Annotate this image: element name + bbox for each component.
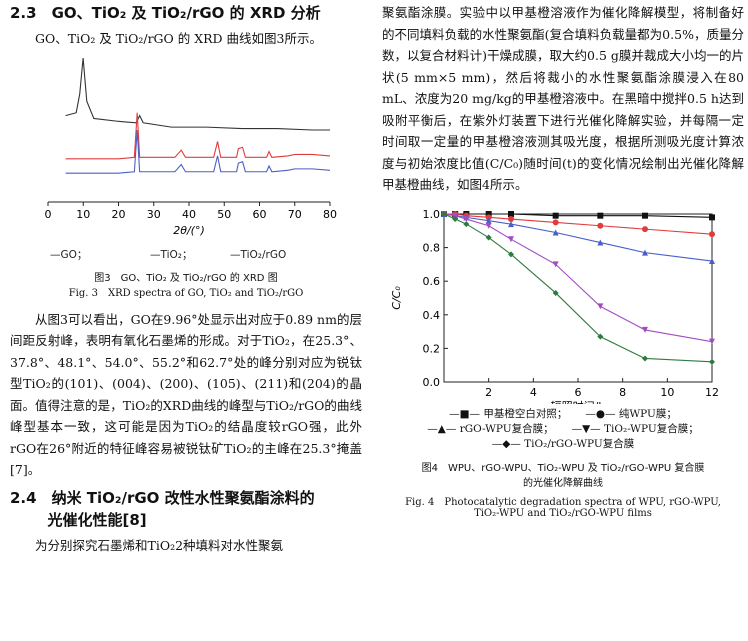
- fig4-y-tick-label: 0.2: [423, 342, 441, 355]
- fig4-point: [463, 215, 470, 222]
- fig4-point: [597, 239, 604, 246]
- fig3-series-line: [65, 129, 331, 174]
- left-column: 2.3 GO、TiO₂ 及 TiO₂/rGO 的 XRD 分析 GO、TiO₂ …: [10, 0, 362, 556]
- fig4-point: [485, 217, 492, 224]
- fig4-point: [508, 215, 514, 222]
- fig3-x-tick-label: 80: [323, 208, 337, 221]
- fig4-caption-cn-line2: 的光催化降解曲线: [523, 477, 603, 489]
- fig3-x-tick-label: 10: [76, 208, 90, 221]
- fig4-point: [552, 289, 559, 296]
- fig4-legend-item: —▲— rGO-WPU复合膜；: [427, 422, 554, 435]
- fig4-x-axis-label: 辐照时间/h: [551, 399, 606, 404]
- fig4-y-tick-label: 0.8: [423, 241, 441, 254]
- fig4-point: [485, 210, 492, 217]
- fig4-caption-en-line1: Fig. 4 Photocatalytic degradation spectr…: [405, 496, 721, 508]
- fig4-point: [709, 338, 715, 345]
- fig4-caption-cn-line1: 图4 WPU、rGO-WPU、TiO₂-WPU 及 TiO₂/rGO-WPU 复…: [421, 462, 705, 474]
- fig4-plot-frame: [443, 213, 713, 382]
- fig4-legend-row: —▲— rGO-WPU复合膜； —▼— TiO₂-WPU复合膜；: [382, 421, 744, 436]
- fig3-caption-en: Fig. 3 XRD spectra of GO, TiO₂ and TiO₂/…: [68, 287, 304, 299]
- fig4-point: [642, 326, 648, 333]
- fig4-point: [452, 212, 459, 219]
- fig4-point: [552, 228, 559, 235]
- fig4-x-tick-label: 10: [660, 386, 674, 399]
- fig4-point: [642, 249, 648, 256]
- fig4-legend-row: —◆— TiO₂/rGO-WPU复合膜: [382, 436, 744, 451]
- fig3-x-tick-label: 50: [217, 208, 231, 221]
- fig4-y-tick-label: 0.6: [423, 275, 441, 288]
- fig3-legend-item: —TiO₂；: [150, 249, 192, 261]
- section-2-3-intro: GO、TiO₂ 及 TiO₂/rGO 的 XRD 曲线如图3所示。: [35, 31, 322, 46]
- fig4-y-axis-label: C/C₀: [390, 285, 403, 309]
- fig4-point: [508, 235, 514, 242]
- fig4-point: [597, 212, 604, 219]
- fig4-point: [485, 222, 492, 229]
- fig3-x-tick-label: 70: [288, 208, 302, 221]
- fig4-point: [709, 257, 715, 264]
- fig4-point: [508, 250, 514, 257]
- fig4-series-line: [443, 212, 713, 342]
- fig4-point: [441, 210, 447, 217]
- fig4-x-tick-label: 12: [705, 386, 719, 399]
- fig4-degradation-chart: 2 4 6 8 10 12 0.0 0.2 0.4 0.6 0.8 1.0 辐照时间/h C/C₀: [390, 208, 719, 404]
- fig3-x-tick-label: 40: [182, 208, 196, 221]
- fig4-x-tick-label: 4: [530, 386, 537, 399]
- paragraph-xrd-analysis: 从图3可以看出，GO在9.96°处显示出对应于0.89 nm的层间距反射峰，表明…: [10, 311, 362, 478]
- fig4-series-line: [443, 212, 713, 362]
- paragraph-start: 为分别探究石墨烯和TiO₂2种填料对水性聚氨: [35, 537, 284, 553]
- fig4-point: [642, 212, 648, 219]
- fig4-point: [709, 358, 715, 365]
- fig4-point: [709, 213, 715, 220]
- section-2-3-title: 2.3 GO、TiO₂ 及 TiO₂/rGO 的 XRD 分析: [10, 4, 321, 22]
- fig4-point: [508, 220, 514, 227]
- fig4-legend: —■— 甲基橙空白对照； —●— 纯WPU膜； —▲— rGO-WPU复合膜； —▼—…: [382, 406, 744, 451]
- fig4-y-tick-label: 0.4: [423, 308, 441, 321]
- fig3-x-tick-label: 60: [253, 208, 267, 221]
- fig4-point: [642, 354, 648, 361]
- fig4-point: [709, 230, 715, 237]
- fig4-x-tick-label: 8: [619, 386, 626, 399]
- fig4-legend-item: —■— 甲基橙空白对照；: [449, 407, 568, 420]
- fig4-legend-item: —◆— TiO₂/rGO-WPU复合膜: [491, 437, 635, 450]
- fig3-x-tick-label: 0: [45, 208, 52, 221]
- fig3-xrd-chart: 0 10 20 30 40 50 60 70 80 2θ/(°) —GO； —TiO₂； —TiO₂/r…: [45, 57, 337, 261]
- fig3-x-tick-label: 30: [147, 208, 161, 221]
- fig3-x-axis-label: 2θ/(°): [173, 224, 205, 237]
- fig4-point: [463, 220, 470, 227]
- fig4-legend-item: —▼— TiO₂-WPU复合膜；: [571, 422, 699, 435]
- fig4-point: [597, 333, 604, 340]
- fig4-legend-row: —■— 甲基橙空白对照； —●— 纯WPU膜；: [382, 406, 744, 421]
- paragraph-experiment: 聚氨酯涂膜。实验中以甲基橙溶液作为催化降解模型，将制备好的不同填料负载的水性聚氨…: [382, 5, 744, 192]
- fig4-y-tick-label: 1.0: [423, 208, 441, 221]
- fig4-point: [552, 218, 559, 225]
- fig4-point: [597, 302, 604, 309]
- fig4-legend-item: —●— 纯WPU膜；: [585, 407, 677, 420]
- fig4-point: [552, 212, 559, 219]
- right-column: 聚氨酯涂膜。实验中以甲基橙溶液作为催化降解模型，将制备好的不同填料负载的水性聚氨…: [382, 0, 744, 519]
- fig3-series-line: [65, 112, 331, 159]
- fig4-point: [552, 260, 559, 267]
- section-2-4-title-line1: 2.4 纳米 TiO₂/rGO 改性水性聚氨酯涂料的: [10, 488, 315, 507]
- fig4-x-tick-label: 6: [575, 386, 582, 399]
- fig4-point: [597, 222, 604, 229]
- fig3-legend-item: —TiO₂/rGO: [230, 249, 286, 261]
- fig4-point: [508, 210, 514, 217]
- fig4-y-tick-label: 0.0: [423, 376, 441, 389]
- fig4-series-line: [443, 212, 713, 262]
- fig3-x-tick-label: 20: [112, 208, 126, 221]
- fig4-point: [485, 234, 492, 241]
- fig3-legend-item: —GO；: [50, 249, 87, 261]
- fig4-point: [642, 225, 648, 232]
- section-2-4-title-line2: 光催化性能[8]: [47, 510, 147, 529]
- fig3-caption-cn: 图3 GO、TiO₂ 及 TiO₂/rGO 的 XRD 图: [94, 272, 278, 284]
- fig3-series-line: [65, 57, 330, 131]
- fig4-x-tick-label: 2: [485, 386, 492, 399]
- fig4-point: [485, 213, 492, 220]
- fig4-caption-en-line2: TiO₂-WPU and TiO₂/rGO-WPU films: [474, 507, 652, 519]
